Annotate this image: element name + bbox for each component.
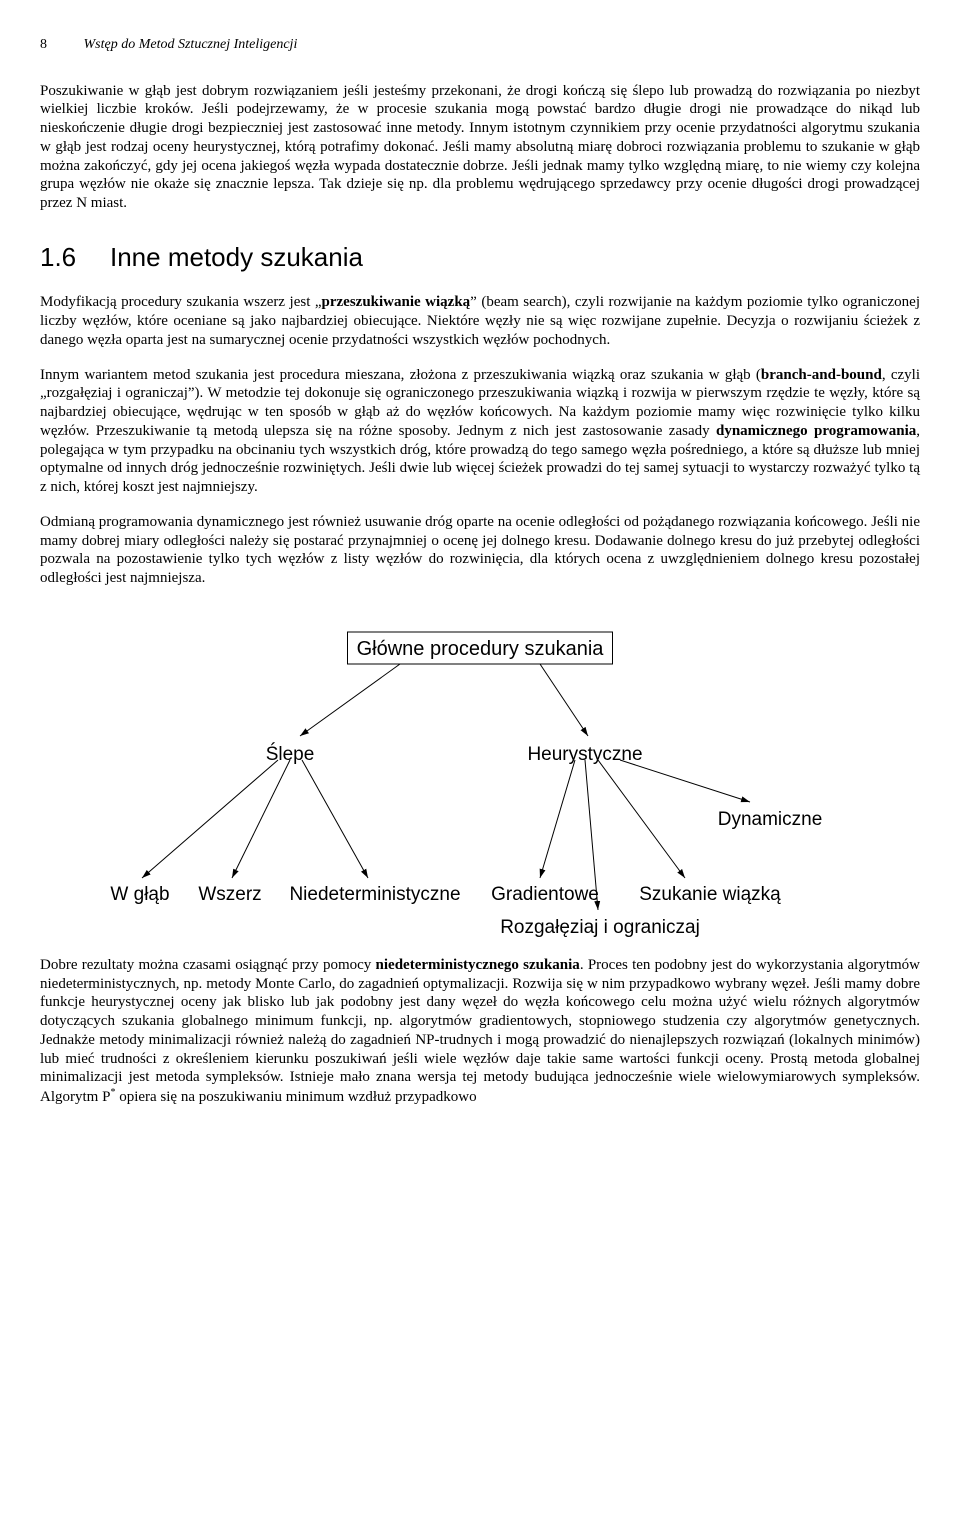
tree-edge: [302, 760, 368, 878]
paragraph-3: Innym wariantem metod szukania jest proc…: [40, 366, 920, 497]
paragraph-4: Odmianą programowania dynamicznego jest …: [40, 513, 920, 588]
para5-a: Dobre rezultaty można czasami osiągnąć p…: [40, 957, 376, 973]
para3-a: Innym wariantem metod szukania jest proc…: [40, 367, 761, 383]
tree-edge: [598, 760, 685, 878]
para5-b: . Proces ten podobny jest do wykorzystan…: [40, 957, 920, 1105]
tree-node-wszerz: Wszerz: [198, 884, 261, 905]
running-title: Wstęp do Metod Sztucznej Inteligencji: [84, 37, 298, 52]
tree-svg: Główne procedury szukania Ślepe Heurystycz…: [100, 618, 860, 938]
tree-node-dyn: Dynamiczne: [718, 809, 823, 830]
tree-edge: [540, 664, 588, 736]
tree-node-grad: Gradientowe: [491, 884, 599, 905]
tree-node-wglab: W głąb: [110, 884, 169, 905]
page-number: 8: [40, 36, 80, 54]
tree-node-rozg: Rozgałęziaj i ograniczaj: [500, 917, 700, 938]
tree-edge: [620, 760, 750, 802]
search-procedures-diagram: Główne procedury szukania Ślepe Heurystycz…: [100, 618, 860, 938]
para2-bold-1: przeszukiwanie wiązką: [322, 294, 471, 310]
para5-c: opiera się na poszukiwaniu minimum wzdłu…: [115, 1089, 476, 1105]
tree-node-heur: Heurystyczne: [527, 744, 642, 765]
tree-edge: [300, 664, 400, 736]
section-title-text: Inne metody szukania: [110, 242, 363, 272]
tree-edge: [142, 760, 278, 878]
tree-node-slepe: Ślepe: [266, 743, 315, 765]
paragraph-5: Dobre rezultaty można czasami osiągnąć p…: [40, 956, 920, 1107]
tree-node-root: Główne procedury szukania: [357, 638, 605, 660]
para2-a: Modyfikacją procedury szukania wszerz je…: [40, 294, 322, 310]
para3-bold-1: branch-and-bound: [761, 367, 882, 383]
para3-bold-2: dynamicznego programowania: [716, 423, 916, 439]
running-header: 8 Wstęp do Metod Sztucznej Inteligencji: [40, 36, 920, 54]
paragraph-2: Modyfikacją procedury szukania wszerz je…: [40, 293, 920, 349]
para5-bold-1: niedeterministycznego szukania: [376, 957, 580, 973]
tree-node-niedet: Niedeterministyczne: [289, 884, 460, 905]
paragraph-1: Poszukiwanie w głąb jest dobrym rozwiąza…: [40, 82, 920, 213]
tree-edge: [232, 760, 290, 878]
tree-edge: [540, 760, 575, 878]
tree-node-wiazka: Szukanie wiązką: [639, 884, 781, 905]
section-number: 1.6: [40, 241, 110, 274]
section-heading: 1.6Inne metody szukania: [40, 241, 920, 274]
